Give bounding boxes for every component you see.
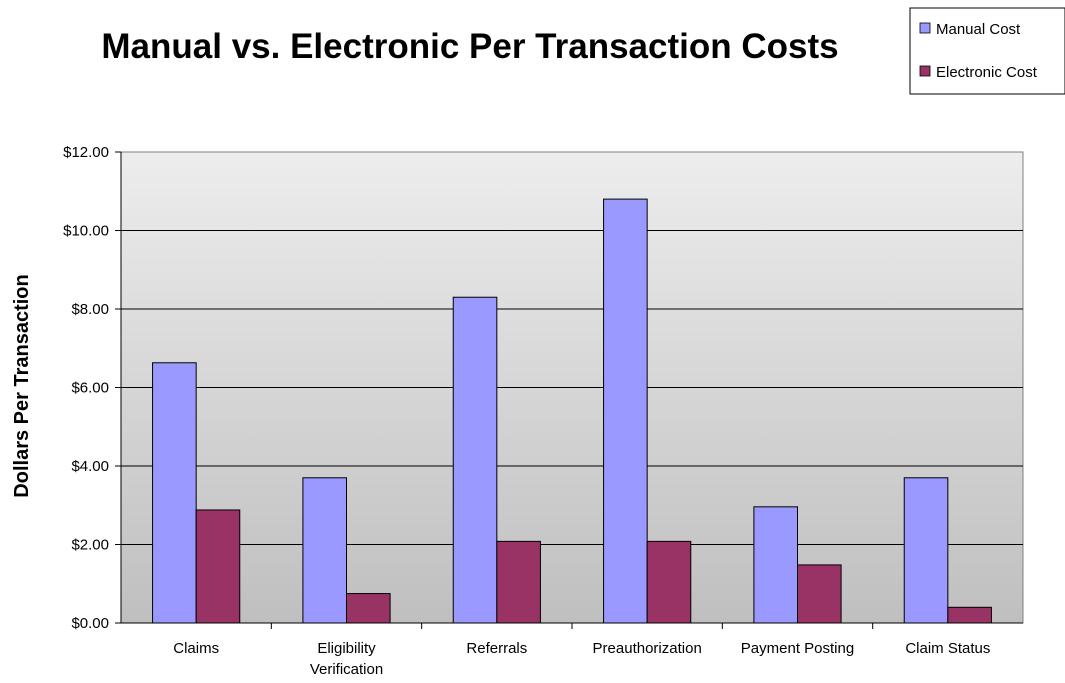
chart-title: Manual vs. Electronic Per Transaction Co…: [101, 27, 838, 66]
y-tick-label: $4.00: [71, 458, 109, 475]
legend-box: [909, 7, 1065, 95]
legend-swatch-manual: [919, 22, 931, 34]
x-tick-label: Claims: [173, 640, 219, 657]
y-tick-label: $0.00: [71, 615, 109, 632]
legend-label-electronic: Electronic Cost: [936, 64, 1038, 81]
legend-label-manual: Manual Cost: [936, 21, 1021, 38]
gridlines: [121, 230, 1023, 545]
y-tick-label: $10.00: [63, 223, 109, 240]
legend-swatch-electronic: [919, 65, 931, 77]
y-tick-label: $6.00: [71, 380, 109, 397]
bar-electronic: [947, 606, 992, 624]
x-tick-label: Preauthorization: [593, 640, 702, 657]
y-axis-ticks: $0.00 $2.00 $4.00 $6.00 $8.00 $10.00 $12.00: [63, 144, 121, 632]
bar-manual: [452, 296, 498, 624]
x-tick-label: Claim Status: [905, 640, 990, 657]
y-tick-label: $2.00: [71, 537, 109, 554]
bar-electronic: [646, 540, 692, 624]
bar-manual: [753, 506, 798, 624]
bar-manual: [903, 477, 949, 624]
y-axis-label: Dollars Per Transaction: [11, 274, 33, 497]
x-tick-label: Verification: [310, 661, 383, 678]
x-tick-label: Referrals: [466, 640, 527, 657]
y-tick-label: $12.00: [63, 144, 109, 161]
bar-electronic: [346, 593, 391, 624]
x-tick-label: Eligibility: [317, 640, 376, 657]
bar-manual: [603, 198, 648, 624]
bars: [152, 198, 992, 624]
bar-electronic: [797, 564, 842, 624]
legend: Manual Cost Electronic Cost: [909, 7, 1065, 95]
bar-electronic: [195, 509, 241, 624]
y-tick-label: $8.00: [71, 301, 109, 318]
bar-electronic: [496, 540, 541, 624]
bar-manual: [302, 477, 347, 624]
x-axis-labels: Claims Eligibility Verification Referrals Pr…: [173, 623, 990, 678]
x-tick-label: Payment Posting: [741, 640, 854, 657]
bar-manual: [152, 362, 197, 624]
